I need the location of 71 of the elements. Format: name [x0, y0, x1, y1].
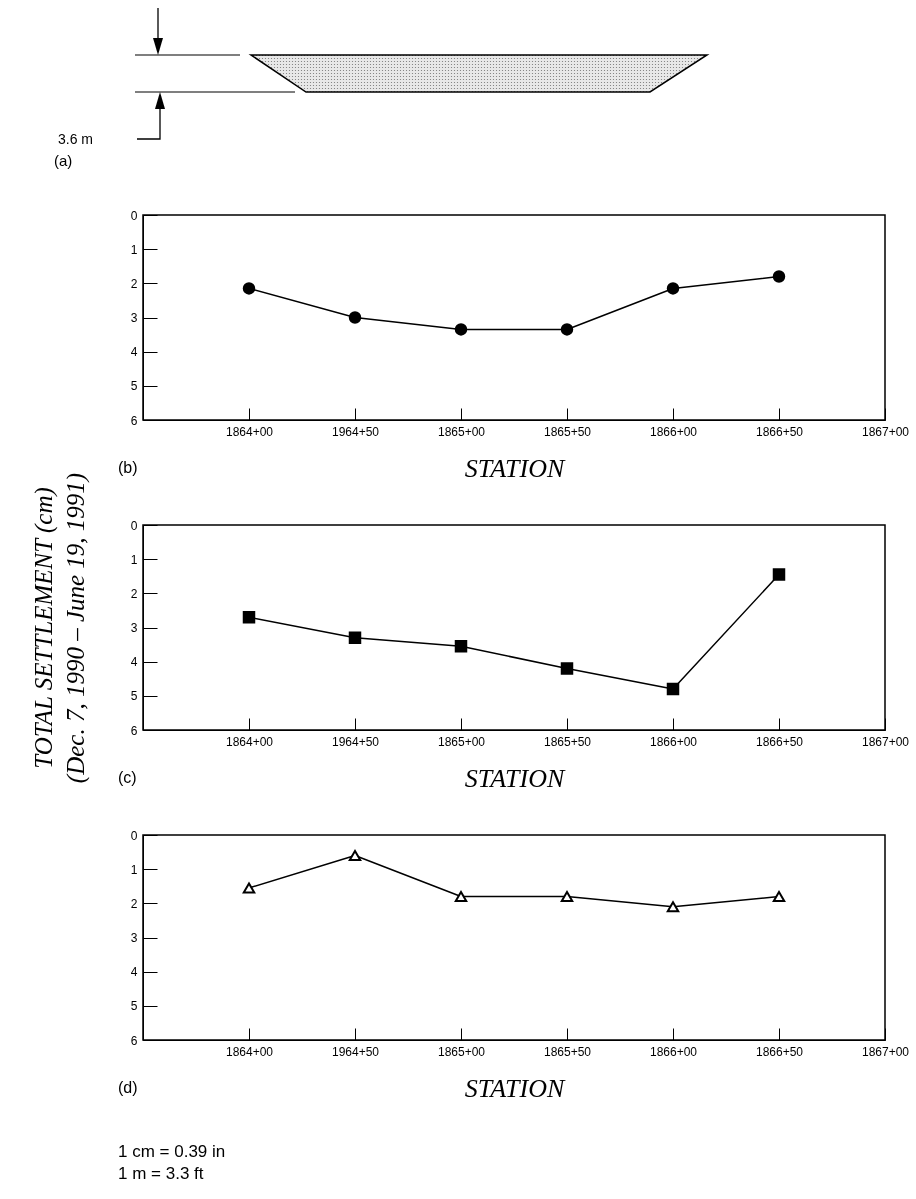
text: (a) — [54, 152, 73, 169]
point — [454, 640, 468, 653]
x-tick-label: 1866+00 — [649, 424, 698, 439]
y-tick-label: 2 — [130, 276, 138, 291]
y-tick-label: 1 — [130, 242, 138, 257]
point — [666, 901, 680, 913]
y-tick-label: 5 — [130, 689, 138, 704]
x-tick-label: 1866+00 — [649, 1044, 698, 1059]
x-tick-label: 1964+50 — [331, 1044, 380, 1059]
x-tick-label: 1865+00 — [437, 424, 486, 439]
point — [666, 282, 680, 295]
x-axis-title: STATION — [464, 453, 566, 483]
y-tick-label: 3 — [130, 931, 138, 945]
y-tick-label: 1 — [130, 552, 138, 567]
x-tick-label: 1864+00 — [225, 734, 274, 749]
x-tick-label: 1865+00 — [437, 1044, 486, 1059]
text: (c) — [118, 769, 137, 786]
x-tick-label: 1866+50 — [755, 1044, 804, 1059]
y-tick-label: 5 — [130, 999, 138, 1014]
y-tick-label: 0 — [130, 208, 138, 223]
text: (d) — [118, 1079, 138, 1096]
y-tick-label: 3 — [130, 621, 138, 635]
x-tick-label: 1865+00 — [437, 734, 486, 749]
point — [666, 682, 680, 696]
point — [348, 849, 362, 862]
x-tick-label: 1865+50 — [543, 1044, 592, 1059]
y-axis-title: TOTAL SETTLEMENT (cm) (Dec. 7, 1990 – June 19, 1991) — [29, 472, 90, 784]
text: 1 m = 3.3 ft — [118, 1164, 204, 1183]
point — [560, 323, 574, 336]
point — [560, 890, 574, 903]
x-tick-label: 1867+00 — [861, 1044, 910, 1059]
x-tick-label: 1964+50 — [331, 734, 380, 749]
text: (b) — [118, 459, 138, 476]
x-tick-label: 1865+50 — [543, 734, 592, 749]
x-axis-title: STATION — [464, 763, 566, 793]
point — [772, 270, 786, 283]
x-tick-label: 1864+00 — [225, 1044, 274, 1059]
y-tick-label: 1 — [130, 862, 138, 877]
x-tick-label: 1866+50 — [755, 424, 804, 439]
y-tick-label: 6 — [130, 723, 138, 738]
y-tick-label: 5 — [130, 379, 138, 394]
y-tick-label: 6 — [130, 1033, 138, 1048]
x-tick-label: 1867+00 — [861, 734, 910, 749]
x-tick-label: 1964+50 — [331, 424, 380, 439]
point — [242, 611, 256, 624]
y-tick-label: 4 — [130, 655, 138, 670]
point — [560, 662, 574, 675]
y-tick-label: 4 — [130, 345, 138, 360]
x-tick-label: 1867+00 — [861, 424, 910, 439]
y-tick-label: 0 — [130, 828, 138, 843]
x-axis-title: STATION — [464, 1073, 566, 1103]
point — [772, 890, 786, 903]
x-tick-label: 1865+50 — [543, 424, 592, 439]
x-tick-label: 1866+00 — [649, 734, 698, 749]
text: 3.6 m — [58, 131, 94, 147]
y-tick-label: 3 — [130, 311, 138, 325]
point — [242, 282, 256, 295]
y-tick-label: 6 — [130, 413, 138, 428]
y-tick-label: 4 — [130, 965, 138, 980]
y-tick-label: 2 — [130, 896, 138, 911]
y-tick-label: 0 — [130, 518, 138, 533]
point — [454, 890, 468, 903]
point — [348, 631, 362, 644]
text: 1 cm = 0.39 in — [118, 1142, 226, 1161]
x-tick-label: 1864+00 — [225, 424, 274, 439]
point — [454, 323, 468, 336]
point — [348, 311, 362, 324]
x-tick-label: 1866+50 — [755, 734, 804, 749]
point — [772, 568, 786, 581]
y-tick-label: 2 — [130, 586, 138, 601]
point — [242, 882, 256, 894]
